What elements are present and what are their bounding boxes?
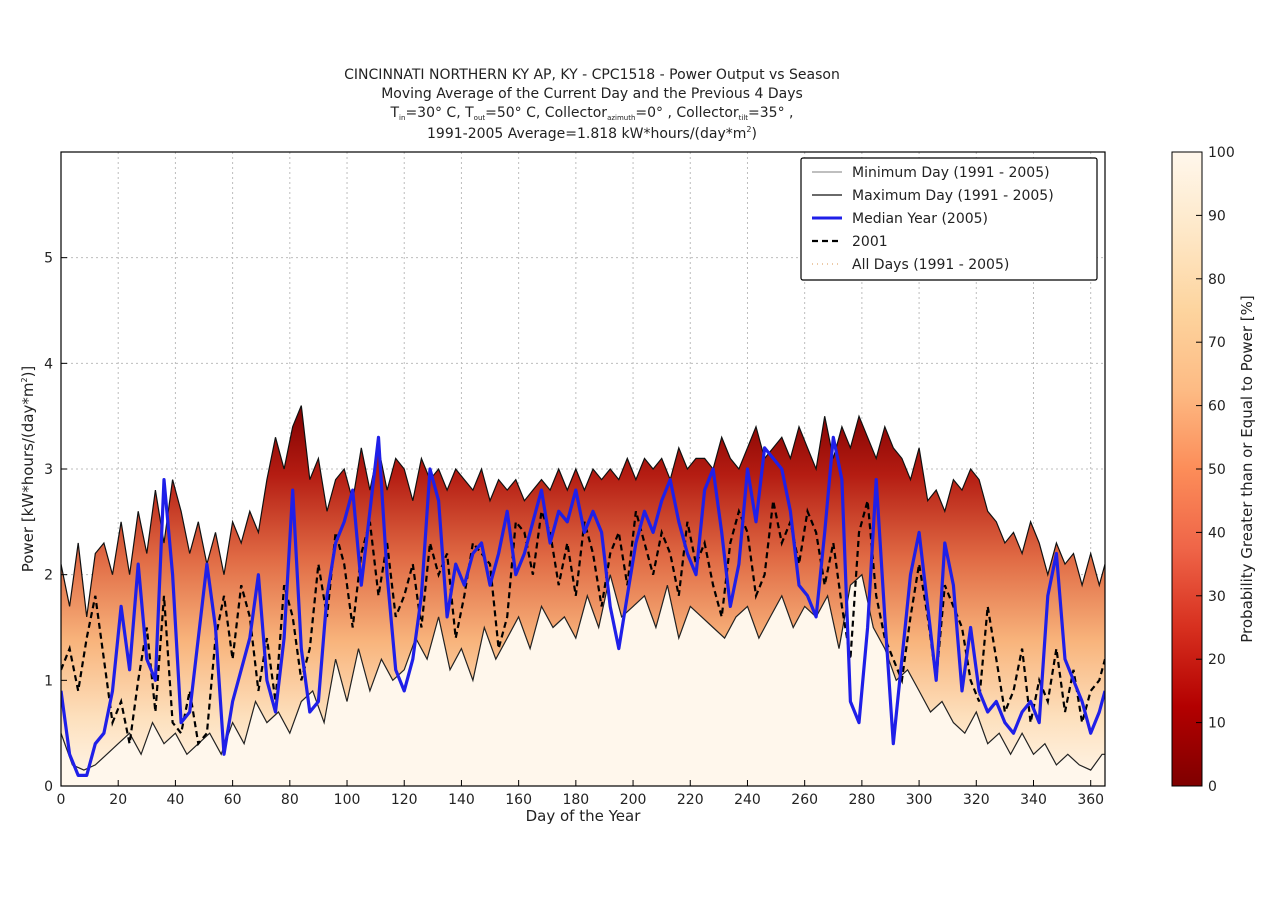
colorbar-tick-label: 70 xyxy=(1208,335,1226,351)
colorbar-tick-label: 100 xyxy=(1208,145,1235,161)
x-tick-label: 120 xyxy=(391,792,418,808)
colorbar: 0 10 20 30 40 50 60 70 80 90 100 Probability Great… xyxy=(1171,145,1256,795)
y-tick-label: 4 xyxy=(44,356,53,372)
series-line-median-year xyxy=(61,435,1105,777)
series-line-minimum-day xyxy=(61,573,1105,771)
y-tick-label: 5 xyxy=(44,251,53,267)
x-tick-label: 240 xyxy=(734,792,761,808)
x-tick-label: 360 xyxy=(1077,792,1104,808)
colorbar-tick-label: 90 xyxy=(1208,208,1226,224)
colorbar-tick-label: 60 xyxy=(1208,399,1226,415)
x-tick-label: 0 xyxy=(57,792,66,808)
colorbar-tick-label: 80 xyxy=(1208,272,1226,288)
legend-label-median-year: Median Year (2005) xyxy=(852,211,988,227)
x-tick-label: 20 xyxy=(109,792,127,808)
x-tick-label: 320 xyxy=(963,792,990,808)
colorbar-tick-label: 50 xyxy=(1208,462,1226,478)
below-minimum-fill xyxy=(61,574,1105,786)
colorbar-label: Probability Greater than or Equal to Pow… xyxy=(1238,295,1256,643)
colorbar-tick-label: 20 xyxy=(1208,652,1226,668)
y-tick-label: 0 xyxy=(44,779,53,795)
chart-title-line-2: Moving Average of the Current Day and th… xyxy=(381,86,803,102)
colorbar-tick-label: 30 xyxy=(1208,589,1226,605)
legend-label-minimum-day: Minimum Day (1991 - 2005) xyxy=(852,165,1050,181)
chart-title-line-3: Tin=30° C, Tout=50° C, Collectorazimuth=… xyxy=(389,105,793,122)
colorbar-ticks: 0 10 20 30 40 50 60 70 80 90 100 xyxy=(1196,145,1235,795)
y-axis-ticks: 0 1 2 3 4 5 xyxy=(44,251,67,795)
x-axis-label: Day of the Year xyxy=(526,807,642,825)
series-line-maximum-day xyxy=(61,405,1105,617)
colorbar-tick-label: 0 xyxy=(1208,779,1217,795)
x-tick-label: 40 xyxy=(166,792,184,808)
x-tick-label: 220 xyxy=(677,792,704,808)
y-tick-label: 1 xyxy=(44,673,53,689)
x-tick-label: 80 xyxy=(281,792,299,808)
colorbar-tick-label: 10 xyxy=(1208,716,1226,732)
legend-box xyxy=(800,157,1098,281)
x-tick-label: 60 xyxy=(224,792,242,808)
chart-title-line-1: CINCINNATI NORTHERN KY AP, KY - CPC1518 … xyxy=(344,67,840,83)
chart-title-line-4: 1991-2005 Average=1.818 kW*hours/(day*m2… xyxy=(427,125,757,142)
x-tick-label: 340 xyxy=(1020,792,1047,808)
x-tick-label: 200 xyxy=(620,792,647,808)
x-tick-label: 100 xyxy=(334,792,361,808)
colorbar-tick-label: 40 xyxy=(1208,525,1226,541)
x-tick-label: 260 xyxy=(791,792,818,808)
y-tick-label: 3 xyxy=(44,462,53,478)
x-tick-label: 300 xyxy=(906,792,933,808)
y-tick-label: 2 xyxy=(44,568,53,584)
legend-label-all-days: All Days (1991 - 2005) xyxy=(852,257,1009,273)
x-tick-label: 160 xyxy=(505,792,532,808)
y-axis-label: Power [kW*hours/(day*m2)] xyxy=(19,366,37,573)
x-tick-label: 140 xyxy=(448,792,475,808)
legend-label-maximum-day: Maximum Day (1991 - 2005) xyxy=(852,188,1054,204)
legend-label-2001: 2001 xyxy=(852,234,888,250)
x-axis-ticks: 0 20 40 60 80 100 120 140 160 180 200 220 240 260 280 3… xyxy=(57,780,1104,808)
x-tick-label: 280 xyxy=(849,792,876,808)
x-tick-label: 180 xyxy=(562,792,589,808)
legend: Minimum Day (1991 - 2005) Maximum Day (1… xyxy=(800,157,1098,281)
